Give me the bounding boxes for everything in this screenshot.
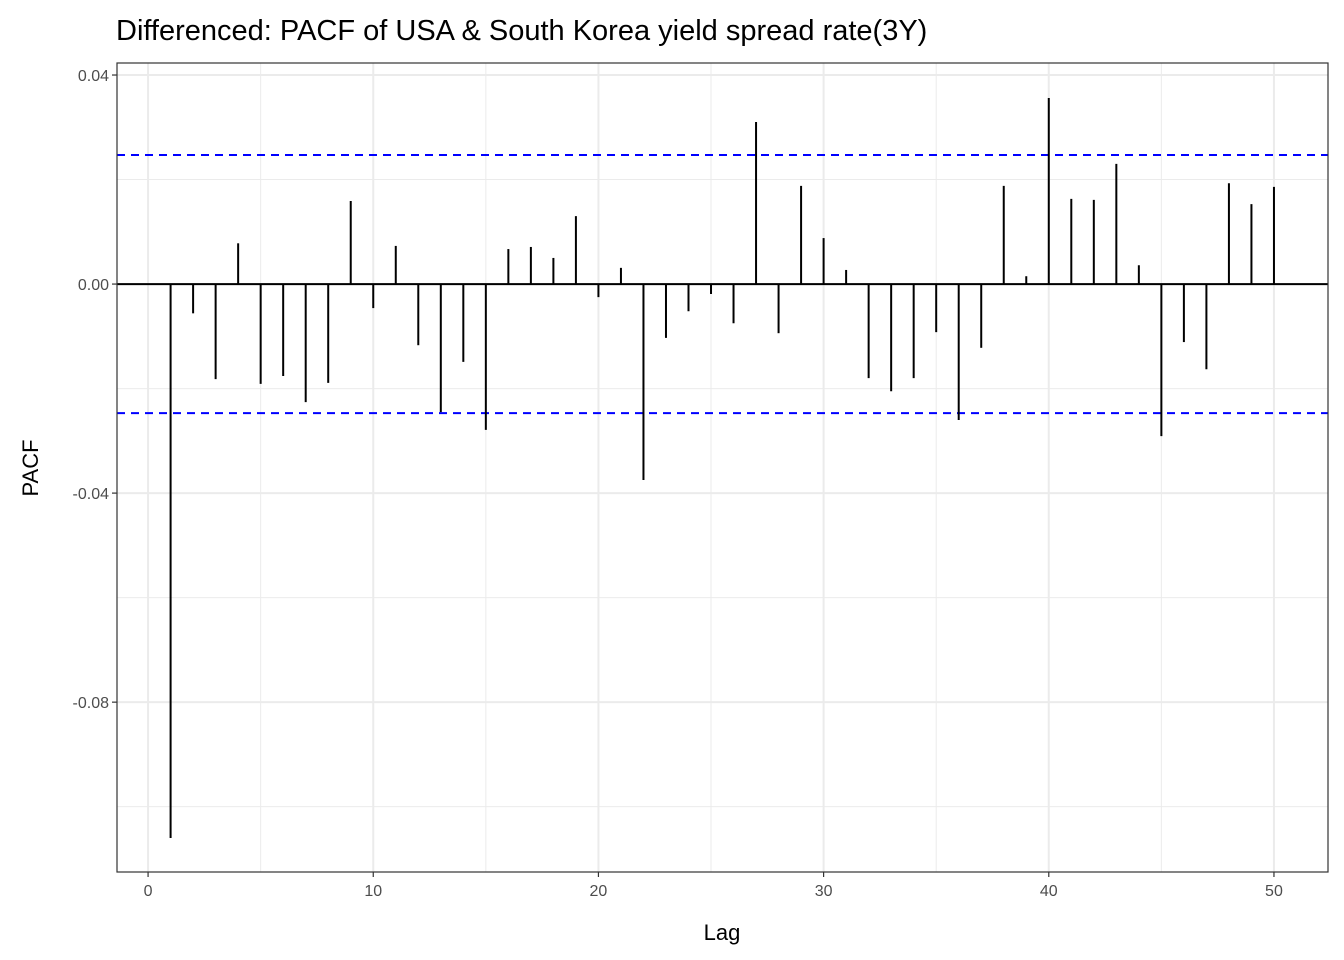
plot-panel [116,62,1329,873]
x-tick-label: 40 [1040,883,1058,900]
x-tick-label: 30 [815,883,833,900]
x-tick-label: 10 [364,883,382,900]
chart-title: Differenced: PACF of USA & South Korea y… [116,15,927,47]
x-tick-label: 50 [1265,883,1283,900]
grid [117,63,1328,872]
y-axis-ticks: 0.04 0.00 -0.04 -0.08 [73,68,117,712]
x-tick-label: 0 [144,883,153,900]
y-axis-label: PACF [18,439,43,496]
confidence-bounds [117,153,1328,415]
y-tick-label: 0.00 [78,277,109,294]
y-tick-label: -0.04 [73,486,110,503]
x-axis-ticks: 0 10 20 30 40 50 [144,872,1283,900]
y-tick-label: 0.04 [78,68,109,85]
pacf-bars [169,98,1275,839]
x-axis-label: Lag [704,920,741,945]
x-tick-label: 20 [590,883,608,900]
y-tick-label: -0.08 [73,695,110,712]
